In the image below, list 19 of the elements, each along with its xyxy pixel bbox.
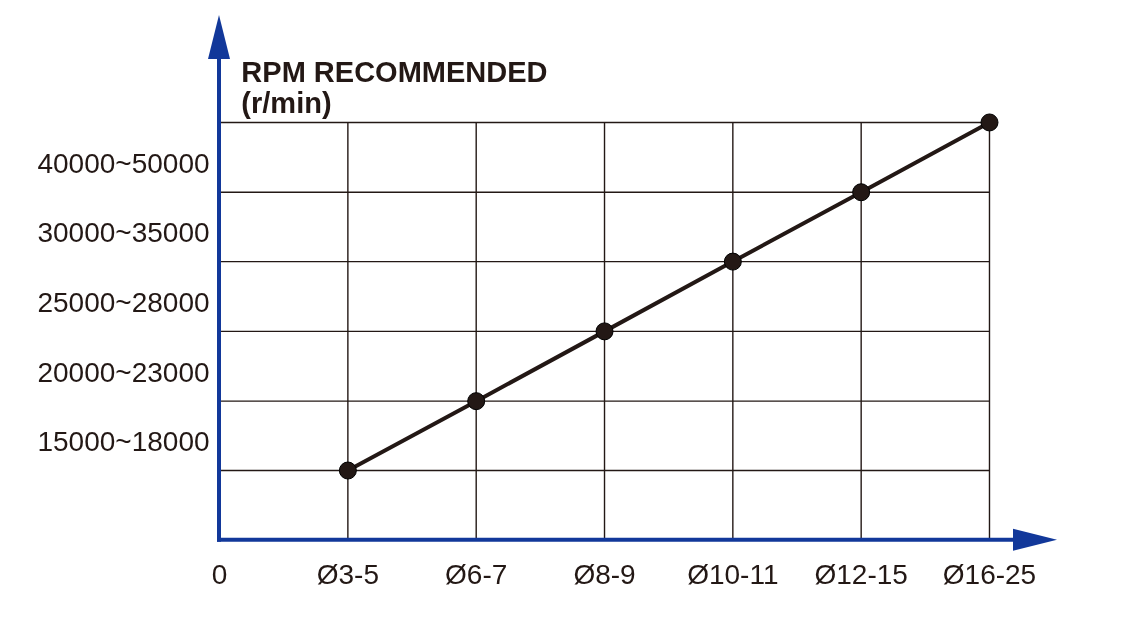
point [338,461,357,480]
text: 40000~50000 [37,147,210,179]
y-axis-title: RPM RECOMMENDED (r/min) [241,56,548,120]
x-tick-label: Ø12-15 [814,558,908,590]
point [723,252,742,271]
text: 20000~23000 [37,356,210,388]
x-tick-label: Ø6-7 [445,558,508,590]
x-tick-label: 0 [211,558,228,590]
x-tick-label: Ø10-11 [687,558,779,590]
point [467,392,486,411]
text: 25000~28000 [37,286,210,318]
point [852,183,871,202]
x-tick-label: Ø8-9 [573,558,636,590]
point [595,322,614,341]
x-tick-label: Ø3-5 [316,558,379,590]
text: 15000~18000 [37,425,210,457]
point [980,113,999,132]
text: 30000~35000 [37,216,210,248]
x-tick-label: Ø16-25 [942,558,1037,590]
